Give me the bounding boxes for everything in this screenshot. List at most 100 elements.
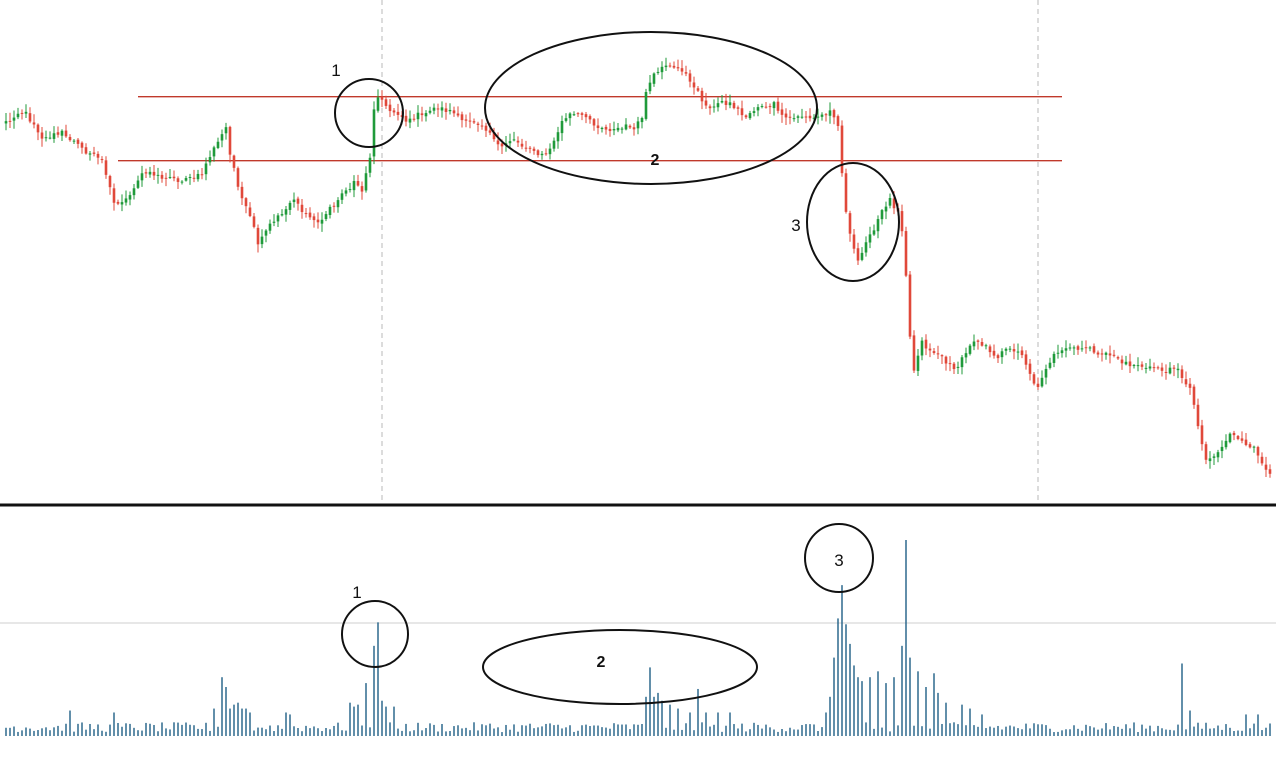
- candle-body: [984, 345, 988, 347]
- candle-down: [764, 101, 768, 109]
- candle-body: [472, 121, 476, 123]
- candle-up: [872, 224, 876, 236]
- candle-down: [104, 156, 108, 179]
- candle-body: [156, 174, 160, 176]
- candle-up: [616, 123, 620, 133]
- candle-up: [276, 213, 280, 227]
- annotation-label-volume-3: 3: [834, 551, 843, 570]
- candle-body: [572, 114, 576, 116]
- candle-down: [480, 119, 484, 130]
- candle-body: [556, 132, 560, 142]
- candle-down: [696, 86, 700, 92]
- candle-down: [1172, 364, 1176, 377]
- candle-up: [1176, 363, 1180, 379]
- candle-body: [216, 141, 220, 149]
- candle-body: [1212, 456, 1216, 458]
- candle-body: [940, 355, 944, 357]
- candle-body: [744, 115, 748, 118]
- candle-body: [1204, 444, 1208, 460]
- candle-up: [964, 347, 968, 364]
- candle-body: [336, 200, 340, 208]
- candle-body: [884, 206, 888, 212]
- candle-body: [596, 125, 600, 129]
- session-separators: [381, 0, 1039, 505]
- candle-down: [544, 148, 548, 156]
- candle-down: [588, 114, 592, 124]
- candle-up: [868, 226, 872, 249]
- candle-body: [1256, 447, 1260, 456]
- candle-up: [1088, 345, 1092, 352]
- candle-up: [272, 214, 276, 227]
- candle-body: [956, 366, 960, 368]
- candle-body: [388, 104, 392, 112]
- candle-body: [768, 106, 772, 108]
- candle-body: [512, 139, 516, 141]
- candle-body: [624, 124, 628, 130]
- candle-up: [1056, 344, 1060, 359]
- candle-down: [20, 109, 24, 120]
- candle-body: [520, 143, 524, 147]
- candle-body: [524, 147, 528, 149]
- candle-body: [244, 198, 248, 207]
- candle-down: [900, 204, 904, 237]
- candle-body: [284, 209, 288, 215]
- candle-up: [292, 192, 296, 208]
- candle-body: [1028, 363, 1032, 374]
- candle-body: [604, 126, 608, 130]
- candle-down: [724, 93, 728, 111]
- candle-body: [232, 155, 236, 168]
- candle-up: [4, 113, 8, 131]
- annotation-ellipse-volume-3: [804, 523, 874, 593]
- candle-body: [1160, 367, 1164, 371]
- candle-body: [532, 148, 536, 151]
- candle-down: [608, 123, 612, 137]
- candle-body: [144, 172, 148, 174]
- price-candles: [4, 57, 1272, 478]
- candle-body: [256, 227, 260, 245]
- candle-down: [64, 124, 68, 138]
- candle-up: [884, 201, 888, 220]
- candle-body: [488, 130, 492, 133]
- candle-body: [1024, 354, 1028, 365]
- candle-body: [272, 221, 276, 223]
- candle-body: [740, 108, 744, 116]
- candle-body: [660, 66, 664, 73]
- candle-body: [540, 153, 544, 156]
- candle-up: [620, 126, 624, 134]
- candle-body: [796, 116, 800, 118]
- candle-body: [484, 125, 488, 131]
- candle-body: [308, 212, 312, 218]
- candle-body: [1080, 348, 1084, 350]
- candle-down: [1116, 355, 1120, 361]
- candle-down: [452, 106, 456, 117]
- candle-down: [852, 228, 856, 254]
- candle-up: [1168, 362, 1172, 375]
- candle-down: [992, 344, 996, 359]
- candle-body: [812, 117, 816, 119]
- candle-body: [1144, 367, 1148, 369]
- candle-body: [840, 125, 844, 174]
- candle-body: [784, 113, 788, 118]
- candle-up: [364, 166, 368, 193]
- candle-body: [608, 128, 612, 132]
- candle-body: [720, 100, 724, 103]
- candle-up: [1252, 445, 1256, 453]
- candle-body: [1132, 365, 1136, 367]
- candle-body: [408, 118, 412, 123]
- candle-body: [628, 125, 632, 128]
- candle-body: [836, 116, 840, 126]
- candle-body: [292, 199, 296, 203]
- candle-body: [172, 176, 176, 179]
- candle-body: [1188, 383, 1192, 388]
- candle-body: [456, 113, 460, 116]
- candle-body: [176, 178, 180, 182]
- candle-up: [1220, 440, 1224, 459]
- candle-down: [948, 356, 952, 372]
- candle-up: [348, 182, 352, 193]
- candle-body: [564, 118, 568, 121]
- annotation-ellipse-volume-2: [482, 629, 758, 705]
- candle-body: [888, 198, 892, 206]
- candle-body: [20, 112, 24, 114]
- candle-up: [656, 67, 660, 75]
- candle-body: [932, 351, 936, 353]
